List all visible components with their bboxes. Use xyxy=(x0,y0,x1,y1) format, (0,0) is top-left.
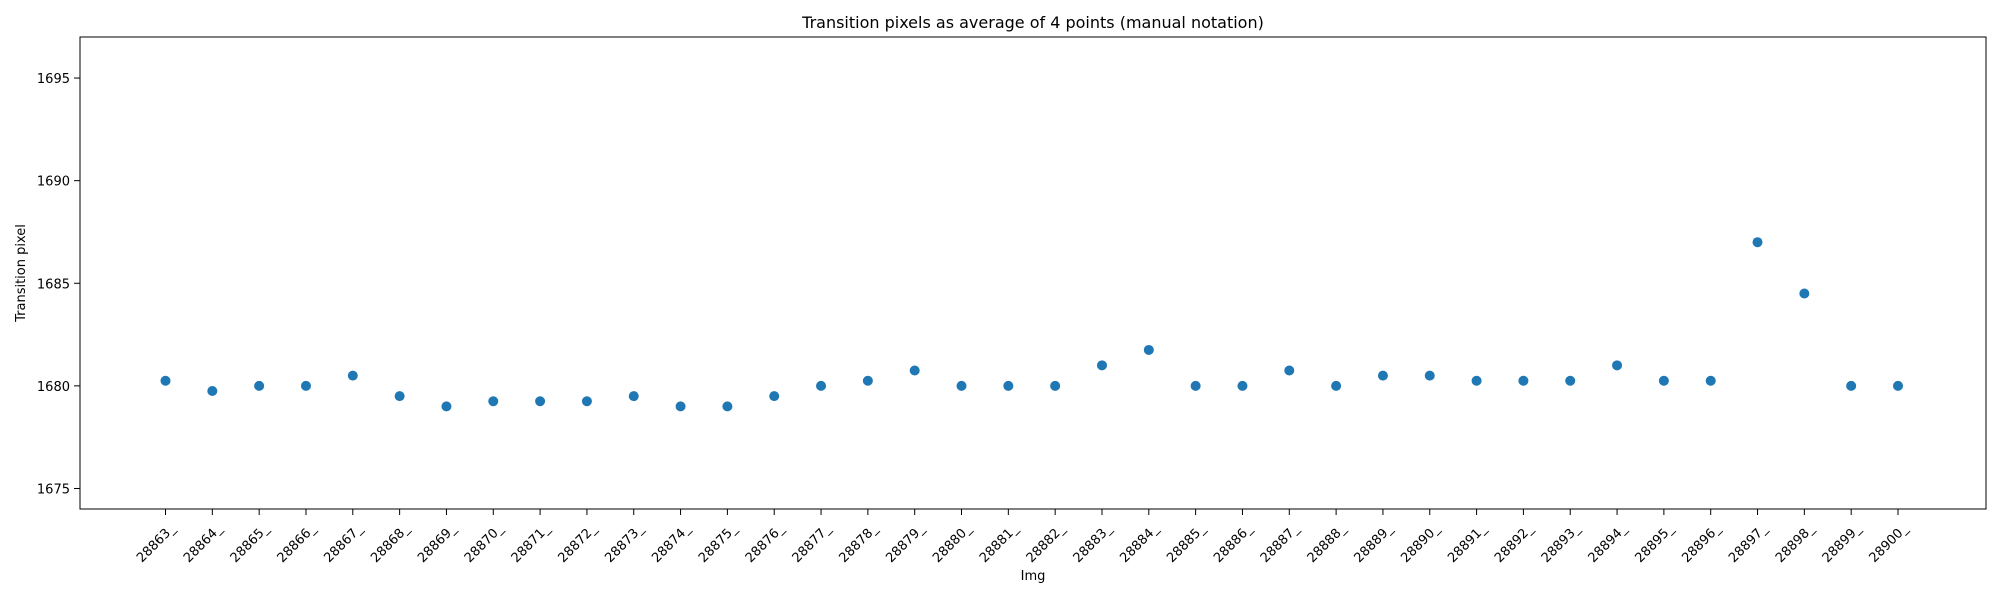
data-point xyxy=(254,380,265,391)
x-tick-label: 28881_ xyxy=(977,521,1022,566)
data-point xyxy=(1424,370,1435,381)
x-tick-label: 28898_ xyxy=(1773,521,1818,566)
x-tick-label: 28869_ xyxy=(415,521,460,566)
x-tick-label: 28875_ xyxy=(696,521,741,566)
data-point xyxy=(1143,344,1154,355)
x-tick-label: 28870_ xyxy=(462,521,507,566)
data-point xyxy=(1003,380,1014,391)
x-tick-label: 28887_ xyxy=(1258,521,1303,566)
data-point xyxy=(1893,380,1903,391)
data-point xyxy=(1846,380,1857,391)
data-point xyxy=(1518,375,1529,386)
data-point xyxy=(347,370,358,381)
data-point xyxy=(769,391,780,402)
x-tick-label: 28882_ xyxy=(1024,521,1069,566)
data-point xyxy=(909,365,920,376)
chart-title: Transition pixels as average of 4 points… xyxy=(801,13,1264,32)
x-tick-label: 28867_ xyxy=(321,521,366,566)
data-point xyxy=(1284,365,1295,376)
x-tick-label: 28884_ xyxy=(1117,521,1162,566)
y-tick-label: 1680 xyxy=(37,380,70,395)
data-point xyxy=(1050,380,1061,391)
data-point xyxy=(1237,380,1248,391)
x-tick-label: 28891_ xyxy=(1445,521,1490,566)
data-point xyxy=(956,380,967,391)
data-point xyxy=(441,401,452,412)
x-axis-label: Img xyxy=(1021,569,1046,584)
data-point xyxy=(394,391,405,402)
data-point xyxy=(1565,375,1576,386)
x-axis: 28863_ 28864_ 28865_ 28866_ 28867_ 28868_ 2886… xyxy=(134,509,1911,566)
x-tick-label: 28883_ xyxy=(1071,521,1116,566)
data-point xyxy=(160,375,171,386)
data-point xyxy=(207,386,218,396)
x-tick-label: 28876_ xyxy=(743,521,788,566)
data-point xyxy=(1705,375,1716,386)
x-tick-label: 28899_ xyxy=(1820,521,1865,566)
x-tick-label: 28892_ xyxy=(1492,521,1537,566)
data-point xyxy=(1096,360,1107,371)
x-tick-label: 28888_ xyxy=(1305,521,1350,566)
x-tick-label: 28871_ xyxy=(509,521,554,566)
x-tick-label: 28893_ xyxy=(1539,521,1584,566)
x-tick-label: 28864_ xyxy=(181,521,226,566)
data-point xyxy=(488,396,499,407)
x-tick-label: 28866_ xyxy=(275,521,320,566)
x-tick-label: 28886_ xyxy=(1211,521,1256,566)
x-tick-label: 28865_ xyxy=(228,521,273,566)
x-tick-label: 28874_ xyxy=(649,521,694,566)
data-point xyxy=(1471,375,1482,386)
data-point xyxy=(816,380,827,391)
x-tick-label: 28900_ xyxy=(1867,521,1912,566)
x-tick-label: 28894_ xyxy=(1586,521,1631,566)
x-tick-label: 28897_ xyxy=(1726,521,1771,566)
x-tick-label: 28879_ xyxy=(883,521,928,566)
data-points xyxy=(160,237,1903,412)
data-point xyxy=(1190,380,1201,391)
x-tick-label: 28872_ xyxy=(556,521,601,566)
x-tick-label: 28868_ xyxy=(368,521,413,566)
x-tick-label: 28873_ xyxy=(602,521,647,566)
x-tick-label: 28895_ xyxy=(1632,521,1677,566)
data-point xyxy=(1331,380,1342,391)
plot-area-frame xyxy=(79,36,1987,510)
data-point xyxy=(535,396,546,407)
data-point xyxy=(1752,237,1763,248)
data-point xyxy=(675,401,686,412)
y-tick-label: 1690 xyxy=(37,175,70,190)
data-point xyxy=(581,396,592,407)
y-tick-label: 1675 xyxy=(37,482,70,497)
x-tick-label: 28896_ xyxy=(1679,521,1724,566)
x-tick-label: 28877_ xyxy=(790,521,835,566)
x-tick-label: 28878_ xyxy=(836,521,881,566)
data-point xyxy=(628,391,639,402)
data-point xyxy=(1799,288,1810,299)
x-tick-label: 28889_ xyxy=(1352,521,1397,566)
y-tick-label: 1695 xyxy=(37,72,70,87)
data-point xyxy=(1658,375,1669,386)
x-tick-label: 28890_ xyxy=(1398,521,1443,566)
y-axis-label: Transition pixel xyxy=(14,224,29,323)
data-point xyxy=(1377,370,1388,381)
data-point xyxy=(1612,360,1623,371)
data-point xyxy=(722,401,733,412)
y-axis: 1675 1680 1685 1690 1695 xyxy=(37,72,80,497)
x-tick-label: 28863_ xyxy=(134,521,179,566)
data-point xyxy=(862,375,873,386)
x-tick-label: 28885_ xyxy=(1164,521,1209,566)
data-point xyxy=(300,380,311,391)
x-tick-label: 28880_ xyxy=(930,521,975,566)
y-tick-label: 1685 xyxy=(37,277,70,292)
